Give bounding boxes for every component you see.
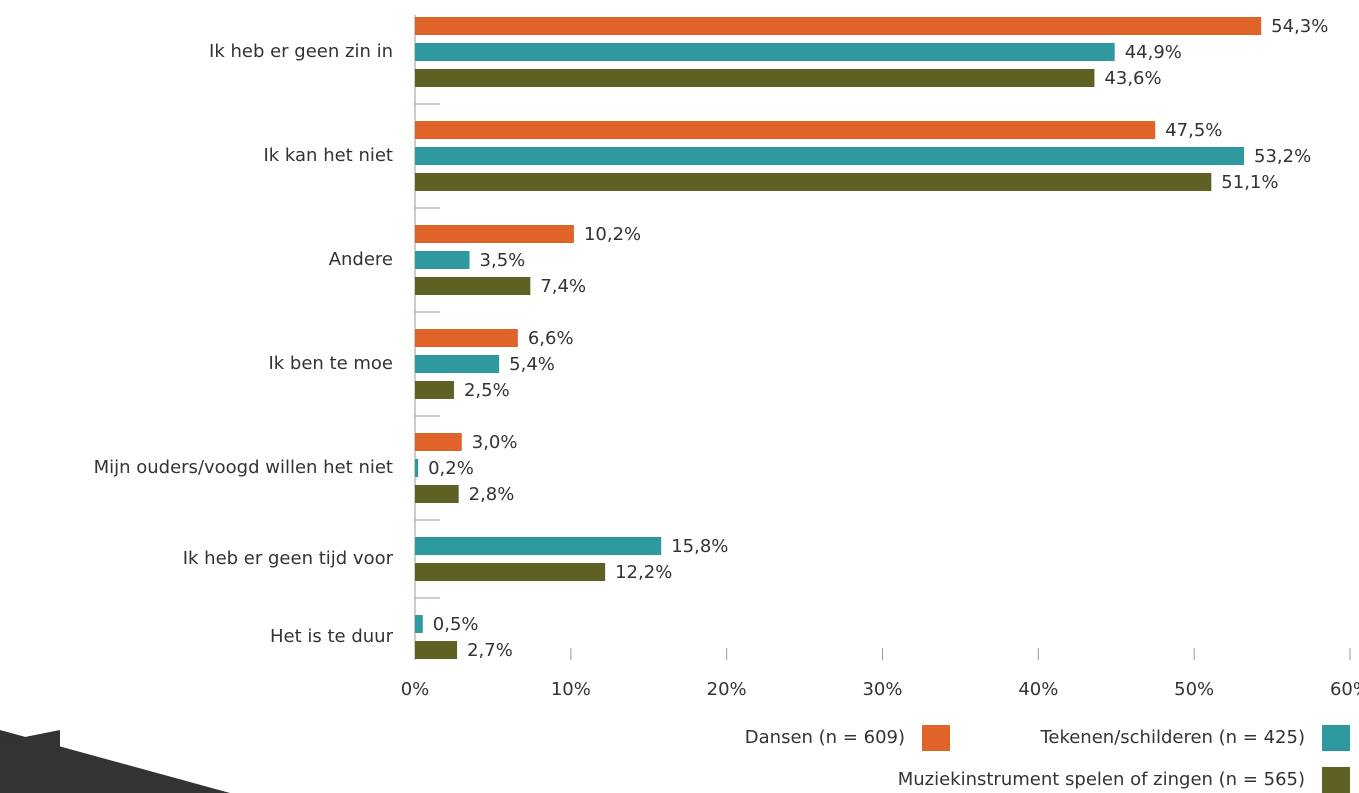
bar xyxy=(415,277,531,295)
bar xyxy=(415,537,662,555)
value-label: 12,2% xyxy=(615,562,672,583)
x-tick-label: 40% xyxy=(1018,679,1058,700)
legend-label: Muziekinstrument spelen of zingen (n = 5… xyxy=(898,769,1305,790)
bar xyxy=(415,147,1245,165)
bar xyxy=(415,485,459,503)
value-label: 2,7% xyxy=(467,640,513,661)
x-tick-label: 10% xyxy=(551,679,591,700)
bar xyxy=(415,355,500,373)
bar xyxy=(415,615,423,633)
category-label: Ik kan het niet xyxy=(263,145,393,166)
value-label: 0,5% xyxy=(433,614,479,635)
x-tick-label: 60% xyxy=(1330,679,1359,700)
bar xyxy=(415,69,1095,87)
bar xyxy=(415,641,458,659)
x-tick-label: 0% xyxy=(401,679,430,700)
value-label: 54,3% xyxy=(1271,16,1328,37)
value-label: 3,5% xyxy=(480,250,526,271)
x-tick-label: 30% xyxy=(862,679,902,700)
bar xyxy=(415,17,1262,35)
bar xyxy=(415,329,518,347)
x-tick-label: 50% xyxy=(1174,679,1214,700)
x-tick-label: 20% xyxy=(707,679,747,700)
bar xyxy=(415,43,1115,61)
bar xyxy=(415,563,606,581)
value-label: 43,6% xyxy=(1104,68,1161,89)
value-label: 3,0% xyxy=(472,432,518,453)
category-label: Mijn ouders/voogd willen het niet xyxy=(94,457,393,478)
value-label: 44,9% xyxy=(1125,42,1182,63)
legend-swatch xyxy=(1322,725,1350,751)
bar xyxy=(415,433,462,451)
value-label: 15,8% xyxy=(671,536,728,557)
bar xyxy=(415,381,454,399)
category-label: Andere xyxy=(329,249,393,270)
legend-label: Tekenen/schilderen (n = 425) xyxy=(1039,727,1305,748)
bar xyxy=(415,251,470,269)
bar xyxy=(415,173,1212,191)
bar xyxy=(415,225,574,243)
value-label: 7,4% xyxy=(540,276,586,297)
value-label: 51,1% xyxy=(1221,172,1278,193)
value-label: 10,2% xyxy=(584,224,641,245)
value-label: 5,4% xyxy=(509,354,555,375)
value-label: 47,5% xyxy=(1165,120,1222,141)
value-label: 2,5% xyxy=(464,380,510,401)
category-label: Ik ben te moe xyxy=(268,353,393,374)
value-label: 2,8% xyxy=(469,484,515,505)
category-label: Ik heb er geen tijd voor xyxy=(183,548,394,569)
category-label: Het is te duur xyxy=(270,626,394,647)
value-label: 53,2% xyxy=(1254,146,1311,167)
bar xyxy=(415,121,1156,139)
decoration xyxy=(0,730,60,793)
category-label: Ik heb er geen zin in xyxy=(209,41,393,62)
legend-swatch xyxy=(922,725,950,751)
value-label: 6,6% xyxy=(528,328,574,349)
value-label: 0,2% xyxy=(428,458,474,479)
legend-swatch xyxy=(1322,767,1350,793)
legend-label: Dansen (n = 609) xyxy=(745,727,905,748)
bar xyxy=(415,459,419,477)
